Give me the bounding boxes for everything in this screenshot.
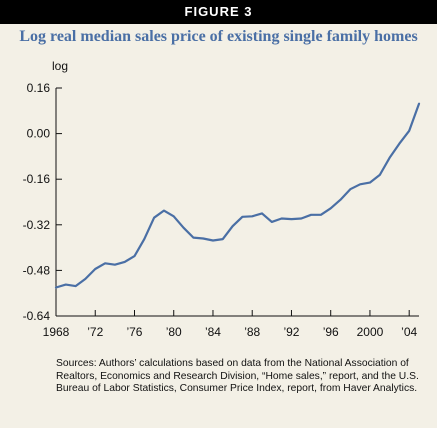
x-tick-label: 1968 — [43, 325, 70, 339]
series — [54, 102, 421, 289]
x-tick-label: ’96 — [323, 325, 339, 339]
x-tick-label: ’88 — [244, 325, 260, 339]
x-tick-label: ’84 — [205, 325, 221, 339]
source-note: Sources: Authors’ calculations based on … — [56, 358, 419, 394]
y-tick-label: 0.16 — [27, 81, 51, 95]
axes — [55, 88, 419, 317]
y-axis-label: log — [52, 59, 68, 73]
y-tick-label: -0.32 — [23, 218, 51, 232]
x-tick-label: ’92 — [283, 325, 299, 339]
y-tick-label: -0.64 — [23, 309, 51, 323]
ticks: 0.16 0.00 -0.16 -0.32 -0.48 -0.64 1968 ’72 ’76 ’8… — [23, 81, 418, 339]
y-tick-label: -0.16 — [23, 172, 51, 186]
figure-label: FIGURE 3 — [0, 0, 437, 24]
x-tick-label: ’04 — [401, 325, 417, 339]
y-tick-label: 0.00 — [27, 127, 51, 141]
x-tick-label: 2000 — [357, 325, 384, 339]
x-tick-label: ’80 — [166, 325, 182, 339]
x-tick-label: ’76 — [126, 325, 142, 339]
chart-title: Log real median sales price of existing … — [19, 28, 418, 45]
x-tick-label: ’72 — [87, 325, 103, 339]
series-line — [54, 102, 421, 289]
y-tick-label: -0.48 — [23, 263, 51, 277]
